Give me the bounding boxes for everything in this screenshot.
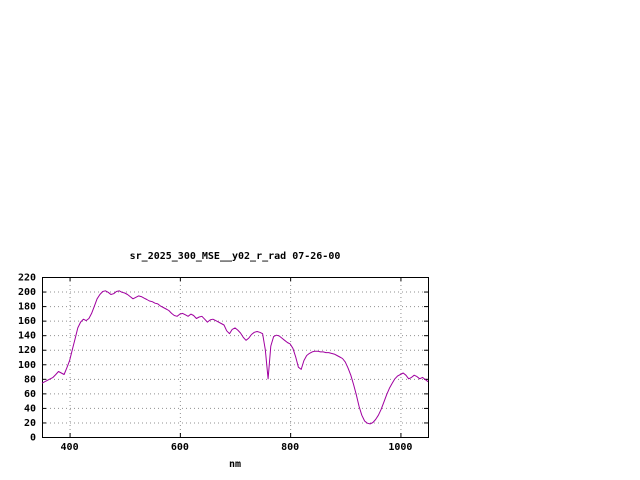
y-tick-label: 180	[18, 302, 36, 313]
y-tick-label: 80	[24, 374, 36, 385]
y-tick-label: 60	[24, 389, 36, 400]
y-tick-label: 220	[18, 273, 36, 284]
y-tick-label: 20	[24, 418, 36, 429]
plot-border	[42, 277, 429, 438]
y-tick-label: 120	[18, 345, 36, 356]
y-tick-label: 200	[18, 287, 36, 298]
y-tick-label: 140	[18, 331, 36, 342]
x-tick-label: 400	[61, 442, 79, 453]
data-line	[41, 290, 429, 425]
y-tick-label: 40	[24, 403, 36, 414]
x-axis-label: nm	[228, 459, 242, 470]
x-tick-label: 600	[171, 442, 189, 453]
chart-title: sr_2025_300_MSE__y02_r_rad 07-26-00	[129, 251, 341, 262]
y-tick-label: 160	[18, 316, 36, 327]
y-tick-label: 100	[18, 360, 36, 371]
x-tick-label: 1000	[388, 442, 412, 453]
x-tick-label: 800	[281, 442, 299, 453]
y-tick-label: 0	[30, 433, 36, 444]
